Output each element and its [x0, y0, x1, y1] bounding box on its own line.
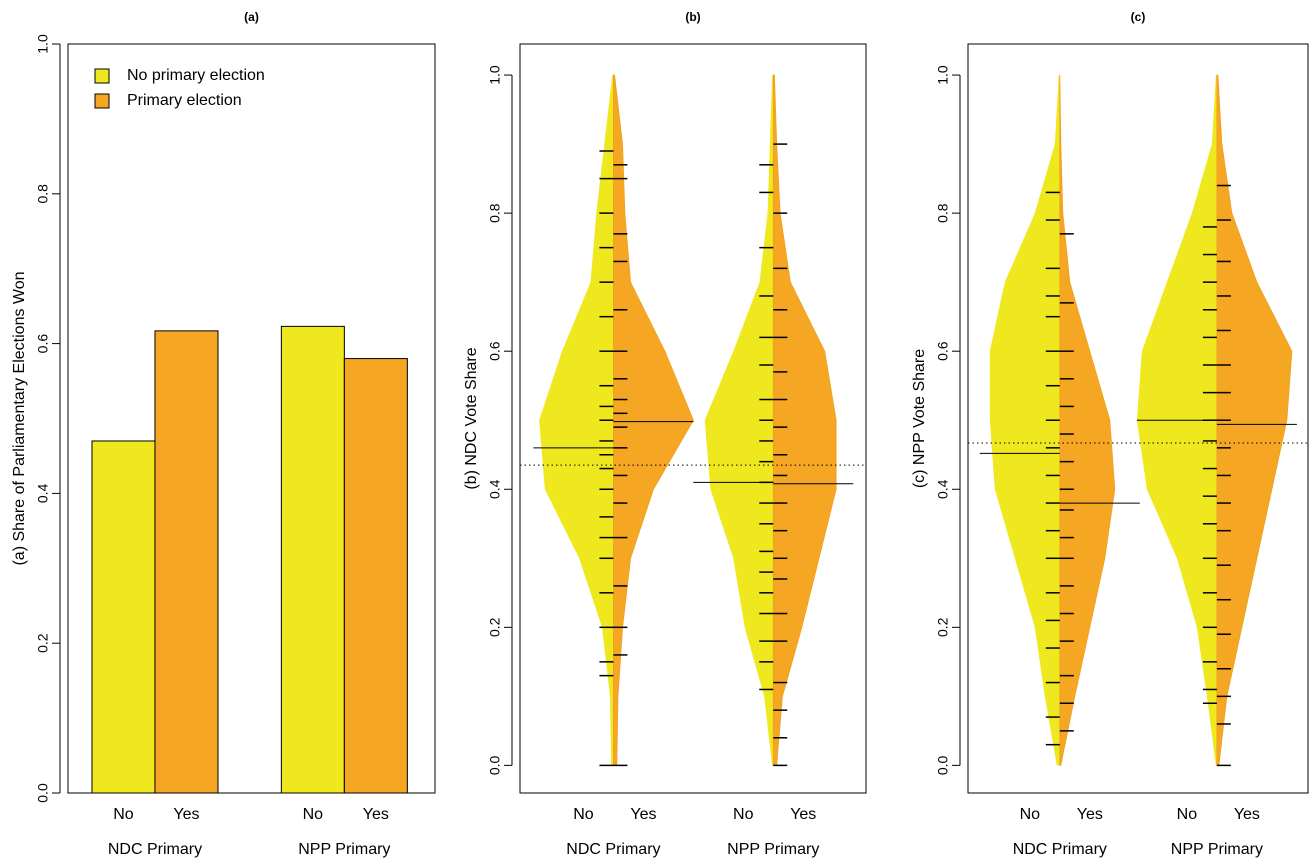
y-tick-label: 1.0	[935, 65, 951, 85]
y-tick-label: 0.8	[935, 203, 951, 223]
y-tick-label: 0.4	[35, 483, 51, 503]
y-tick-label: 1.0	[35, 34, 51, 54]
y-axis-label: (c) NPP Vote Share	[911, 349, 928, 488]
x-subcategory-label: No	[1177, 806, 1198, 823]
y-tick-label: 0.6	[35, 334, 51, 354]
y-tick-label: 0.4	[935, 479, 951, 499]
y-tick-label: 0.2	[935, 617, 951, 637]
y-tick-label: 0.2	[487, 617, 503, 637]
plot-border	[519, 43, 867, 794]
bean-half	[772, 74, 837, 766]
x-subcategory-label: No	[1020, 806, 1041, 823]
x-subcategory-label: No	[113, 806, 134, 823]
x-subcategory-label: Yes	[363, 806, 389, 823]
legend-label: No primary election	[127, 67, 265, 84]
bean-half	[704, 75, 774, 766]
y-tick-label: 0.6	[487, 341, 503, 361]
bar	[280, 325, 345, 794]
y-tick-label: 0.0	[487, 755, 503, 775]
x-subcategory-label: Yes	[173, 806, 199, 823]
x-subcategory-label: Yes	[1077, 806, 1103, 823]
legend-label: Primary election	[127, 92, 242, 109]
y-axis-label: (a) Share of Parliamentary Elections Won	[11, 271, 28, 565]
x-subcategory-label: Yes	[790, 806, 816, 823]
x-subcategory-label: Yes	[1234, 806, 1260, 823]
x-subcategory-label: No	[573, 806, 594, 823]
panel-title: (a)	[244, 10, 259, 24]
legend-swatch	[94, 93, 110, 109]
bar	[91, 440, 156, 794]
x-category-label: NPP Primary	[298, 841, 390, 858]
bean-half	[1059, 75, 1116, 766]
panel-title: (b)	[685, 10, 700, 24]
y-tick-label: 1.0	[487, 65, 503, 85]
x-category-label: NDC Primary	[566, 841, 660, 858]
y-tick-label: 0.8	[35, 184, 51, 204]
y-tick-label: 0.0	[935, 755, 951, 775]
x-category-label: NDC Primary	[1013, 841, 1107, 858]
legend-swatch	[94, 68, 110, 84]
bean-half	[613, 74, 694, 766]
panel-title: (c)	[1131, 10, 1146, 24]
x-category-label: NPP Primary	[1171, 841, 1263, 858]
bean-half	[1216, 74, 1293, 766]
x-category-label: NPP Primary	[727, 841, 819, 858]
y-tick-label: 0.0	[35, 783, 51, 803]
bar	[154, 330, 219, 794]
bean-half	[539, 75, 614, 766]
x-subcategory-label: Yes	[630, 806, 656, 823]
y-tick-label: 0.8	[487, 203, 503, 223]
bean-half	[989, 75, 1060, 766]
plot-border	[67, 43, 436, 794]
x-category-label: NDC Primary	[108, 841, 202, 858]
y-tick-label: 0.4	[487, 479, 503, 499]
y-axis-label: (b) NDC Vote Share	[463, 347, 480, 489]
plot-border	[967, 43, 1309, 794]
y-tick-label: 0.2	[35, 633, 51, 653]
x-subcategory-label: No	[303, 806, 324, 823]
y-tick-label: 0.6	[935, 341, 951, 361]
bar	[343, 358, 408, 794]
x-subcategory-label: No	[733, 806, 754, 823]
